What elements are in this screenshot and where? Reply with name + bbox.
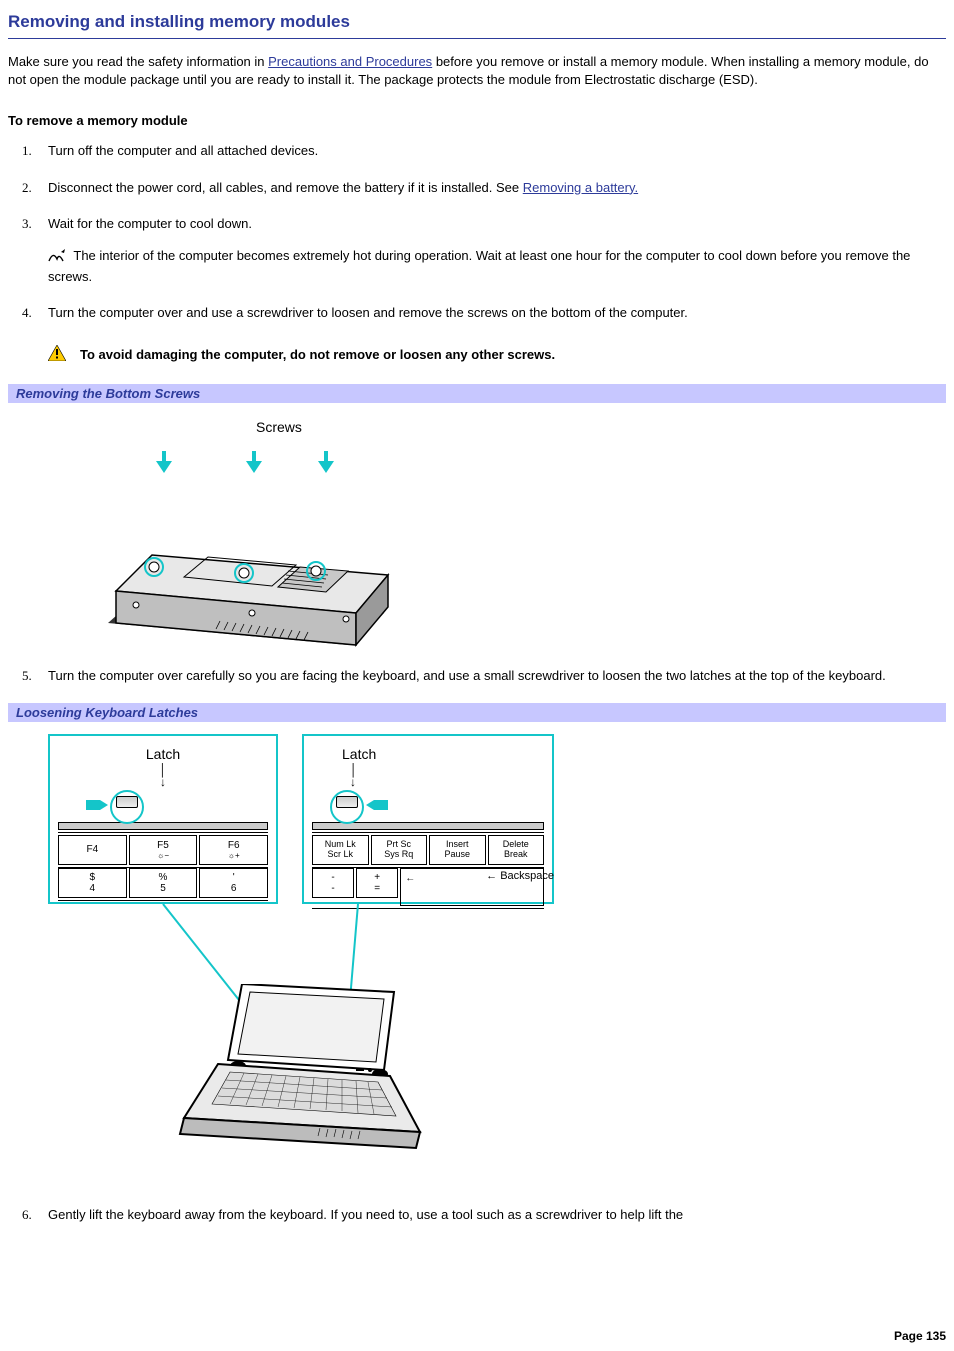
figure2-area: Latch │↓ F4 F5☼− F6☼+ $4 %5 '6 [8,722,946,1206]
page-number: Page 135 [894,1329,946,1343]
intro-text-pre: Make sure you read the safety informatio… [8,54,268,69]
step-5: Turn the computer over carefully so you … [48,667,946,685]
steps-list: Turn off the computer and all attached d… [8,142,946,365]
figure1-caption-bar: Removing the Bottom Screws [8,384,946,403]
step-3-text: Wait for the computer to cool down. [48,216,252,231]
page-title: Removing and installing memory modules [8,12,946,32]
handwriting-note-icon [48,249,66,268]
figure1-arrow-3 [318,451,334,473]
warning-triangle-icon [48,345,66,366]
step-5-text: Turn the computer over carefully so you … [48,668,886,683]
figure2-caption-bar: Loosening Keyboard Latches [8,703,946,722]
figure1-arrow-1 [156,451,172,473]
precautions-link[interactable]: Precautions and Procedures [268,54,432,69]
removing-battery-link[interactable]: Removing a battery. [523,180,638,195]
title-rule [8,38,946,39]
step-4-text: Turn the computer over and use a screwdr… [48,305,688,320]
step-2: Disconnect the power cord, all cables, a… [48,179,946,197]
remove-module-heading: To remove a memory module [8,113,946,128]
steps-list-continued-2: Gently lift the keyboard away from the k… [8,1206,946,1224]
figure1-area: Screws [8,403,946,667]
step-4-warning-text: To avoid damaging the computer, do not r… [80,346,555,364]
figure1-laptop-illustration [96,473,396,653]
step-6: Gently lift the keyboard away from the k… [48,1206,946,1224]
step-4: Turn the computer over and use a screwdr… [48,304,946,365]
step-3-note-text: The interior of the computer becomes ext… [48,248,910,284]
step-2-text-pre: Disconnect the power cord, all cables, a… [48,180,523,195]
figure2-laptop-illustration [168,984,428,1184]
steps-list-continued: Turn the computer over carefully so you … [8,667,946,685]
figure2-diagram: Latch │↓ F4 F5☼− F6☼+ $4 %5 '6 [48,734,568,1194]
figure1-screws-label: Screws [256,419,302,435]
figure1-diagram: Screws [56,415,396,655]
step-4-warning: To avoid damaging the computer, do not r… [48,345,946,366]
figure1-arrow-2 [246,451,262,473]
step-1: Turn off the computer and all attached d… [48,142,946,160]
step-6-text: Gently lift the keyboard away from the k… [48,1207,683,1222]
step-3-note-block: The interior of the computer becomes ext… [48,247,946,286]
step-1-text: Turn off the computer and all attached d… [48,143,318,158]
intro-paragraph: Make sure you read the safety informatio… [8,53,946,89]
step-3: Wait for the computer to cool down. The … [48,215,946,287]
